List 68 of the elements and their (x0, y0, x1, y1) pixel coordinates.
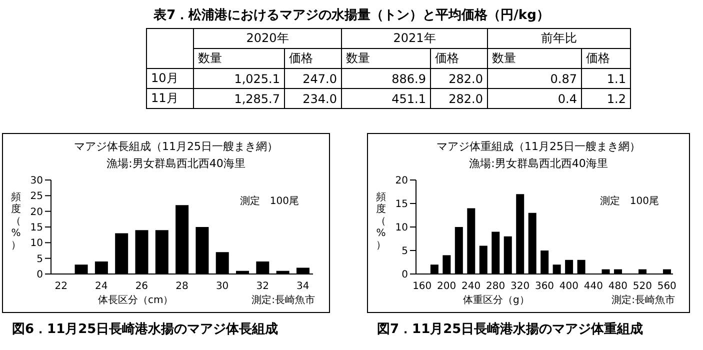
y-tick-label: 15 (30, 222, 43, 234)
text: 0.4 (558, 92, 577, 106)
y-axis-title: 頻度（%） (375, 192, 387, 252)
text: 886.9 (392, 72, 426, 86)
caption: 図6．11月25日長崎港水揚のマアジ体長組成 (12, 321, 278, 338)
category-label: 数量 (342, 48, 430, 68)
category-label: 数量 (194, 48, 284, 68)
category-label: 数量 (488, 48, 582, 68)
x-tick-label: 32 (256, 281, 269, 292)
annotation: 測定 100尾 (240, 194, 299, 208)
category-label: 価格 (430, 48, 488, 68)
x-tick-label: 560 (657, 281, 676, 292)
x-tick-label: 24 (95, 281, 108, 292)
text: 282.0 (448, 72, 483, 86)
category-label: 価格 (582, 48, 630, 68)
x-tick-label: 30 (216, 281, 229, 292)
text: 451.1 (392, 92, 426, 106)
x-tick-label: 240 (462, 281, 481, 292)
y-tick-label: 0 (36, 270, 43, 281)
text: 2021年 (342, 28, 488, 48)
y-tick-label: 20 (395, 176, 408, 187)
x-tick-label: 200 (437, 281, 456, 292)
x-axis-title: 体重区分（g） (463, 294, 530, 307)
text: 測定:長崎魚市 (612, 294, 675, 307)
x-tick-label: 360 (534, 281, 554, 292)
text: 0.87 (550, 72, 577, 86)
x-tick-label: 34 (296, 281, 310, 292)
x-tick-label: 28 (176, 281, 188, 292)
text: 247.0 (302, 72, 337, 86)
text: 2020年 (194, 28, 342, 48)
y-tick-label: 30 (30, 176, 43, 187)
x-tick-label: 280 (486, 281, 506, 292)
y-tick-label: 25 (30, 191, 43, 202)
chart-subtitle: 漁場:男女群島西北西40海里 (468, 156, 609, 171)
x-tick-label: 320 (510, 281, 530, 292)
x-tick-label: 520 (632, 281, 652, 292)
y-tick-label: 5 (402, 246, 408, 258)
x-tick-label: 440 (584, 281, 603, 292)
category-label: 11月 (151, 91, 178, 105)
chart-title: マアジ体長組成（11月25日一艘まき網） (73, 139, 279, 154)
y-tick-label: 5 (36, 254, 43, 265)
category-label: 価格 (284, 48, 342, 68)
text: 前年比 (488, 28, 630, 48)
annotation: 測定 100尾 (600, 194, 659, 208)
x-tick-label: 480 (608, 281, 628, 292)
y-axis-title: 頻度（%） (10, 192, 22, 252)
chart-title: マアジ体重組成（11月25日一艘まき網） (436, 139, 642, 154)
y-tick-label: 0 (402, 270, 408, 281)
caption: 図7．11月25日長崎港水揚のマアジ体重組成 (377, 320, 644, 338)
x-tick-label: 160 (412, 281, 432, 292)
y-tick-label: 10 (30, 238, 43, 250)
text: 234.0 (302, 92, 337, 106)
text: 282.0 (448, 92, 483, 106)
y-tick-label: 20 (30, 206, 43, 218)
text: 測定:長崎魚市 (252, 294, 315, 307)
text: 1.1 (606, 72, 626, 86)
text: 表7．松浦港におけるマアジの水揚量（トン）と平均価格（円/kg） (152, 7, 550, 24)
x-axis-title: 体長区分（cm） (98, 294, 174, 307)
chart-subtitle: 漁場:男女群島西北西40海里 (106, 156, 246, 171)
text: 1.2 (606, 92, 626, 106)
text: 1,285.7 (234, 92, 280, 106)
x-tick-label: 400 (559, 281, 579, 292)
x-tick-label: 22 (54, 281, 68, 292)
y-tick-label: 15 (395, 199, 408, 210)
category-label: 10月 (151, 71, 178, 85)
y-tick-label: 10 (395, 222, 408, 234)
x-tick-label: 26 (135, 281, 148, 292)
text: 1,025.1 (234, 72, 280, 86)
